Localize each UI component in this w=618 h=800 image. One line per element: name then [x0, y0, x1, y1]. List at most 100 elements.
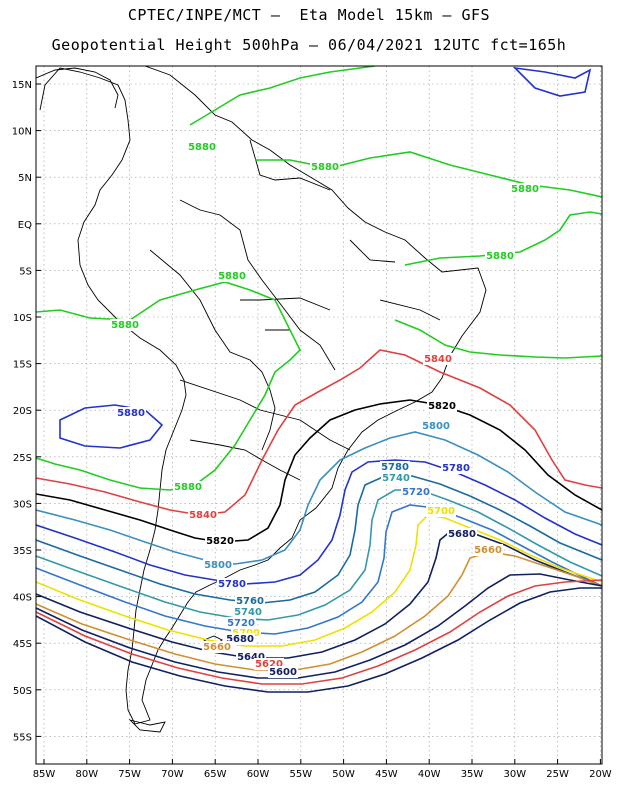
label-5720-patagonia: 5720: [227, 618, 255, 629]
label-5780-a: 5780: [381, 462, 409, 473]
contour-5760: [36, 475, 602, 604]
central-america: [36, 67, 119, 109]
label-5880-amazon: 5880: [218, 271, 246, 282]
lon-label-35w: 35W: [461, 769, 484, 780]
label-5840-bahia: 5840: [424, 354, 452, 365]
label-5700-atlantic-bg: [426, 505, 456, 517]
contour-5800: [36, 431, 602, 565]
lon-label-45w: 45W: [375, 769, 398, 780]
label-5880-brazil-ne: 5880: [486, 251, 514, 262]
label-5880-argentina: 5880: [174, 482, 202, 493]
label-5740-a: 5740: [382, 473, 410, 484]
map-subtitle: Geopotential Height 500hPa – 06/04/2021 …: [51, 36, 567, 54]
contour-5740: [36, 489, 602, 621]
label-5880-caribbean: 5880: [188, 142, 216, 153]
contour-5780: [36, 459, 602, 585]
label-5840-bahia-bg: [423, 353, 453, 365]
label-5740-patagonia: 5740: [234, 607, 262, 618]
label-5840-chile-bg: [188, 509, 218, 521]
label-5740-a-bg: [381, 472, 411, 484]
south-america-coast: [39, 66, 487, 725]
contour-5620: [36, 579, 602, 685]
label-5740-patagonia-bg: [233, 606, 263, 618]
lon-label-40w: 40W: [418, 769, 441, 780]
label-5760-patagonia-bg: [235, 595, 265, 607]
contour-5660: [36, 551, 602, 671]
lon-label-55w: 55W: [289, 769, 312, 780]
label-5880-caribbean-bg: [187, 141, 217, 153]
label-5880-far-east-bg: [510, 183, 540, 195]
lat-label-20s: 20S: [13, 406, 32, 417]
label-5620: 5620: [255, 659, 283, 670]
lon-label-75w: 75W: [118, 769, 141, 780]
label-5760-patagonia: 5760: [236, 596, 264, 607]
tierra-del-fuego: [128, 719, 166, 733]
label-5600: 5600: [269, 667, 297, 678]
label-5680-patagonia-bg: [225, 633, 255, 645]
longitude-axis: 85W 80W 75W 70W 65W 60W 55W 50W 45W 40W 35W 30W 25W 2…: [33, 759, 612, 780]
andes-border: [149, 249, 276, 451]
contour-5840: [36, 349, 602, 516]
lat-label-30s: 30S: [13, 499, 32, 510]
label-5700-atlantic: 5700: [427, 506, 455, 517]
label-5880-pacific-low-bg: [116, 407, 146, 419]
label-5880-amazon-bg: [217, 270, 247, 282]
label-5800-atlantic: 5800: [422, 421, 450, 432]
label-5880-argentina-bg: [173, 481, 203, 493]
label-5780-b-bg: [441, 462, 471, 474]
argentina-border: [189, 439, 301, 481]
lat-label-50s: 50S: [13, 686, 32, 697]
internal-borders: [179, 139, 441, 451]
lat-label-eq: EQ: [18, 220, 32, 231]
label-5660-atlantic: 5660: [474, 545, 502, 556]
label-5880-brazil-ne-bg: [485, 250, 515, 262]
lat-label-5s: 5S: [19, 266, 32, 277]
label-5600-bg: [268, 666, 298, 678]
label-5680-patagonia: 5680: [226, 634, 254, 645]
label-5640: 5640: [237, 652, 265, 663]
lat-label-10s: 10S: [13, 313, 32, 324]
contour-5820: [36, 399, 602, 543]
lon-label-85w: 85W: [33, 769, 56, 780]
label-5820-atlantic-bg: [427, 400, 457, 412]
lon-label-80w: 80W: [75, 769, 98, 780]
label-5820-atlantic: 5820: [428, 401, 456, 412]
lat-label-25s: 25S: [13, 453, 32, 464]
label-5820-chile-bg: [205, 535, 235, 547]
lat-label-5n: 5N: [18, 173, 32, 184]
contour-5600: [36, 587, 602, 693]
lon-label-65w: 65W: [204, 769, 227, 780]
label-5880-far-east: 5880: [511, 184, 539, 195]
lon-label-20w: 20W: [589, 769, 612, 780]
label-5800-chile-bg: [203, 559, 233, 571]
label-5660-patagonia: 5660: [203, 642, 231, 653]
brazil-west-border: [179, 199, 336, 371]
label-5880-atlantic-n: 5880: [311, 162, 339, 173]
label-5720-a: 5720: [402, 487, 430, 498]
label-5840-chile: 5840: [189, 510, 217, 521]
label-5780-a-bg: [380, 461, 410, 473]
lat-label-40s: 40S: [13, 593, 32, 604]
contour-5700: [36, 514, 602, 647]
contour-5880-tropics: [36, 281, 301, 491]
lon-label-70w: 70W: [161, 769, 184, 780]
contour-5880-southatlantic-low: [512, 66, 592, 97]
label-5880-peru: 5880: [111, 320, 139, 331]
label-5680-atlantic-bg: [447, 528, 477, 540]
label-5880-pacific-low: 5880: [117, 408, 145, 419]
label-5800-atlantic-bg: [421, 420, 451, 432]
contour-5880-pacific-low: [59, 404, 164, 449]
label-5800-chile: 5800: [204, 560, 232, 571]
lat-label-10n: 10N: [12, 127, 32, 138]
lat-label-15s: 15S: [13, 360, 32, 371]
contour-5640: [36, 573, 602, 679]
label-5660-atlantic-bg: [473, 544, 503, 556]
lat-label-55s: 55S: [13, 732, 32, 743]
label-5780-chile-bg: [217, 578, 247, 590]
label-5720-a-bg: [401, 486, 431, 498]
lon-label-30w: 30W: [503, 769, 526, 780]
label-5680-atlantic: 5680: [448, 529, 476, 540]
map-frame: [35, 65, 603, 765]
label-5780-b: 5780: [442, 463, 470, 474]
map-title: CPTEC/INPE/MCT – Eta Model 15km – GFS: [127, 6, 491, 24]
